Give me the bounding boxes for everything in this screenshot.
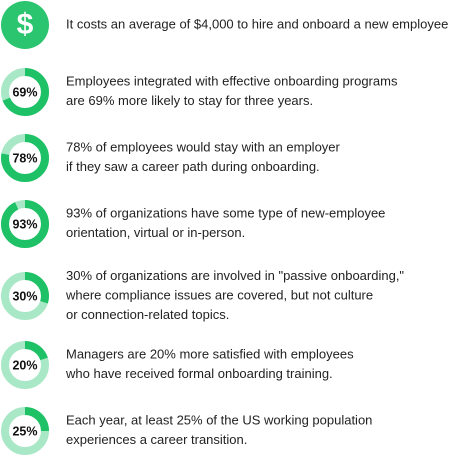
fact-text: orientation, virtual or in-person. [66, 225, 245, 240]
donut-label: 93% [12, 217, 37, 231]
fact-row: 25% Each year, at least 25% of the US wor… [1, 407, 372, 455]
donut-label: 69% [12, 85, 37, 99]
dollar-icon [1, 1, 49, 49]
fact-text: It costs an average of $4,000 to hire an… [66, 16, 448, 31]
donut-arc [1, 134, 49, 182]
donut-arc [1, 68, 49, 116]
donut-arc [1, 272, 49, 320]
donut-label: 25% [12, 424, 37, 438]
fact-row: 20% Managers are 20% more satisfied with … [1, 341, 354, 389]
fact-text: 30% of organizations are involved in "pa… [66, 268, 404, 283]
fact-row: 93% 93% of organizations have some type o… [1, 200, 385, 248]
dollar-sign: $ [17, 8, 34, 41]
fact-row: 30% 30% of organizations are involved in … [1, 268, 404, 322]
fact-text: are 69% more likely to stay for three ye… [66, 93, 313, 108]
fact-text: 93% of organizations have some type of n… [66, 206, 385, 221]
fact-text: Each year, at least 25% of the US workin… [66, 413, 372, 428]
donut-arc [1, 407, 49, 455]
fact-text: where compliance issues are covered, but… [65, 287, 373, 302]
fact-text: 78% of employees would stay with an empl… [66, 140, 341, 155]
fact-text: if they saw a career path during onboard… [66, 159, 320, 174]
fact-text: or connection-related topics. [66, 307, 229, 322]
fact-row: 69% Employees integrated with effective o… [1, 68, 398, 116]
fact-text: Managers are 20% more satisfied with emp… [66, 347, 354, 362]
donut-arc [1, 341, 49, 389]
fact-text: experiences a career transition. [66, 432, 247, 447]
donut-label: 30% [12, 289, 37, 303]
fact-text: Employees integrated with effective onbo… [66, 74, 398, 89]
fact-row: 78% 78% of employees would stay with an e… [1, 134, 341, 182]
fact-text: who have received formal onboarding trai… [65, 366, 333, 381]
donut-label: 78% [12, 151, 37, 165]
donut-label: 20% [12, 358, 37, 372]
donut-arc [1, 200, 49, 248]
fact-row: $ It costs an average of $4,000 to hire a… [1, 1, 448, 49]
